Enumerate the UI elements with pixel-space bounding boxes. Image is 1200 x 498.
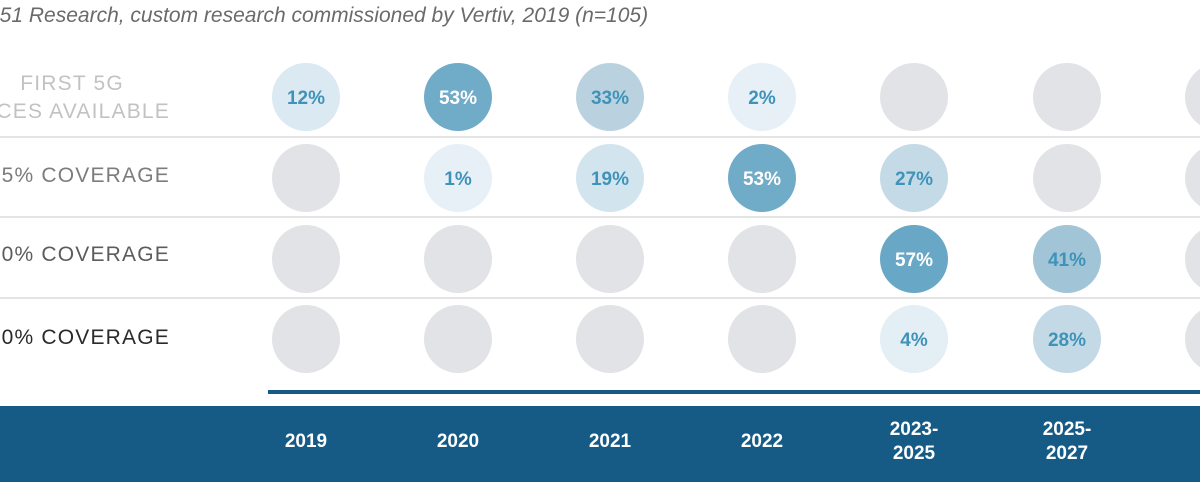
column-label: BE2: [1164, 418, 1200, 466]
row-label-line: 0% COVERAGE: [1, 243, 170, 266]
bubble-value-label: 53%: [743, 169, 781, 190]
column-label-line: BE: [1164, 418, 1200, 442]
bubble: [576, 225, 644, 293]
column-label-line: 2025: [892, 443, 936, 464]
bubble: [1185, 149, 1200, 207]
bubble: [272, 225, 340, 293]
bubble: [1033, 144, 1101, 212]
column-label-line: 2021: [588, 431, 632, 452]
bubble-value-label: 1%: [444, 169, 472, 190]
bubble: [272, 63, 340, 131]
bubble: [576, 63, 644, 131]
bubble: [576, 144, 644, 212]
column-label: 2022: [707, 430, 817, 454]
bubble-value-label: 28%: [1048, 330, 1086, 351]
bubble: [880, 63, 948, 131]
bubble: [728, 63, 796, 131]
row-label-line: 5% COVERAGE: [1, 164, 170, 187]
bubble-value-label: 27%: [895, 169, 933, 190]
column-label: 2021: [555, 430, 665, 454]
row-label-line: 0% COVERAGE: [1, 326, 170, 349]
bubble: [880, 225, 948, 293]
bubble: [1185, 68, 1200, 126]
bubble: [728, 225, 796, 293]
column-label-line: 2019: [284, 431, 328, 452]
bubble: [424, 225, 492, 293]
bubble: [272, 305, 340, 373]
bubble-value-label: 19%: [591, 169, 629, 190]
bubble-value-label: 2%: [748, 88, 776, 109]
bubble: [1033, 305, 1101, 373]
bubble: [1033, 63, 1101, 131]
column-label: 2023- 2025: [859, 418, 969, 466]
bubble: [424, 144, 492, 212]
column-label: 2019: [251, 430, 361, 454]
source-note: 451 Research, custom research commission…: [0, 4, 649, 27]
column-label-line: 2023-: [889, 419, 939, 440]
column-label-line: 2: [1164, 442, 1200, 466]
bubble-value-label: 4%: [900, 330, 928, 351]
column-header-bar: 2019 2020 2021 2022 2023- 2025 2025- 2027 BE2: [0, 406, 1200, 482]
bubble-value-label: 41%: [1048, 250, 1086, 271]
column-label-line: 2025-: [1042, 419, 1092, 440]
row-label-line: VICES AVAILABLE: [0, 100, 170, 123]
bubble: [1185, 230, 1200, 288]
bubble: [1185, 310, 1200, 368]
bubble: [1033, 225, 1101, 293]
bubble-chart: 12% 53% 33% 2% 1% 19% 53% 27% 57% 41% 4% 28%: [0, 63, 1200, 394]
row-label: 5% COVERAGE: [2, 162, 170, 190]
row-label-line: FIRST 5G: [20, 72, 124, 95]
bubble-value-label: 33%: [591, 88, 629, 109]
column-label: 2020: [403, 430, 513, 454]
bubble: [576, 305, 644, 373]
bubble: [272, 144, 340, 212]
bubble: [728, 144, 796, 212]
column-label-line: 2022: [740, 431, 784, 452]
bubble: [880, 305, 948, 373]
column-label-line: 2020: [436, 431, 480, 452]
column-label: 2025- 2027: [1012, 418, 1122, 466]
bubble: [880, 144, 948, 212]
bubble-value-label: 53%: [439, 88, 477, 109]
bubble: [424, 63, 492, 131]
bubble: [424, 305, 492, 373]
row-label: 0% COVERAGE: [2, 324, 170, 352]
row-label: 0% COVERAGE: [2, 241, 170, 269]
bubble: [728, 305, 796, 373]
column-label-line: 2027: [1045, 443, 1089, 464]
bubble-value-label: 12%: [287, 88, 325, 109]
row-labels: FIRST 5G VICES AVAILABLE 5% COVERAGE 0% COV…: [0, 0, 270, 380]
row-label: FIRST 5G VICES AVAILABLE: [0, 70, 170, 126]
bubble-value-label: 57%: [895, 250, 933, 271]
